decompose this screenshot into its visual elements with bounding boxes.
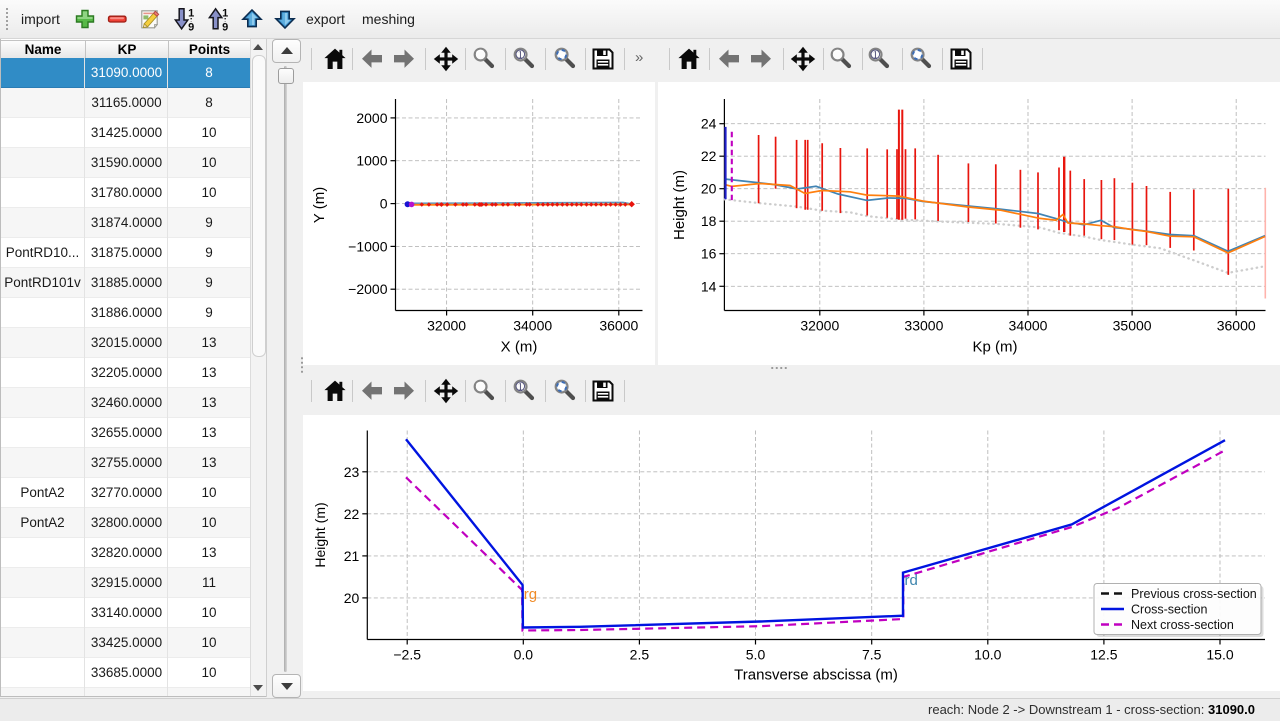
svg-text:rg: rg [524,586,537,603]
svg-text:20: 20 [344,590,360,606]
svg-text:rd: rd [905,572,918,589]
svg-text:X (m): X (m) [501,339,538,356]
svg-text:32000: 32000 [427,318,466,334]
svg-text:1000: 1000 [356,153,387,169]
svg-text:12.5: 12.5 [1090,647,1117,663]
svg-text:32000: 32000 [800,318,839,334]
svg-text:Y (m): Y (m) [311,187,328,223]
svg-text:Height (m): Height (m) [671,170,688,240]
svg-text:33000: 33000 [904,318,943,334]
svg-text:Transverse abscissa (m): Transverse abscissa (m) [734,667,898,684]
svg-text:2.5: 2.5 [630,647,650,663]
svg-text:−1000: −1000 [348,238,388,254]
svg-text:24: 24 [701,116,717,132]
svg-text:18: 18 [701,213,717,229]
svg-text:Cross-section: Cross-section [1131,603,1207,617]
svg-text:0.0: 0.0 [514,647,534,663]
svg-text:15.0: 15.0 [1206,647,1233,663]
svg-text:2000: 2000 [356,110,387,126]
svg-text:22: 22 [701,148,717,164]
svg-text:21: 21 [344,548,360,564]
svg-text:10.0: 10.0 [974,647,1001,663]
svg-text:16: 16 [701,246,717,262]
svg-text:34000: 34000 [513,318,552,334]
svg-text:Kp (m): Kp (m) [973,339,1018,356]
svg-text:20: 20 [701,181,717,197]
svg-text:23: 23 [344,464,360,480]
svg-text:−2.5: −2.5 [393,647,421,663]
svg-text:Height (m): Height (m) [312,502,328,567]
svg-text:7.5: 7.5 [862,647,882,663]
svg-text:Next cross-section: Next cross-section [1131,618,1234,632]
svg-text:Previous cross-section: Previous cross-section [1131,587,1257,601]
svg-text:−2000: −2000 [348,281,388,297]
svg-text:36000: 36000 [1217,318,1256,334]
svg-text:22: 22 [344,506,360,522]
svg-text:35000: 35000 [1113,318,1152,334]
svg-text:34000: 34000 [1009,318,1048,334]
svg-text:0: 0 [380,196,388,212]
svg-text:14: 14 [701,278,717,294]
svg-text:36000: 36000 [599,318,638,334]
svg-text:5.0: 5.0 [746,647,766,663]
